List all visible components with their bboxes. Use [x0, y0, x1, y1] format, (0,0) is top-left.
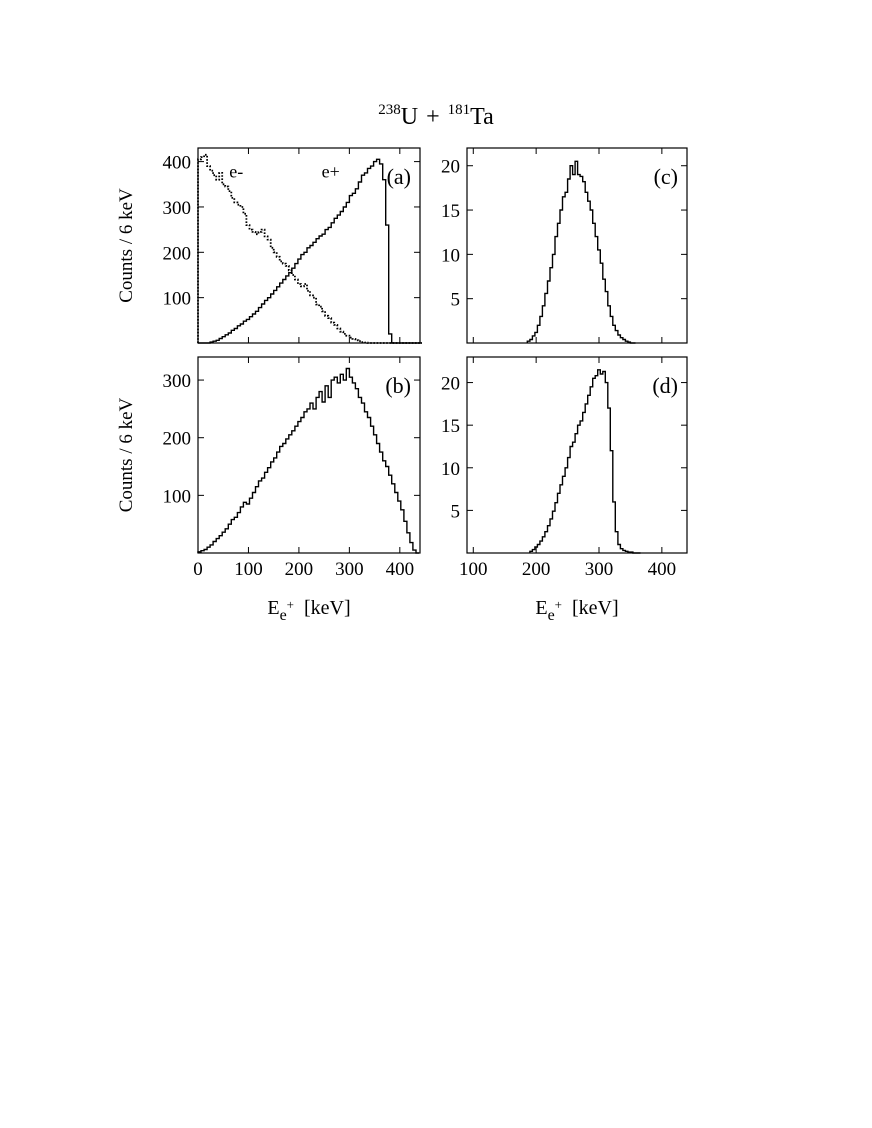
panel-c: 5 10 15 20 (c) [441, 147, 688, 344]
y-axis-label: Counts / 6 keV [116, 397, 137, 512]
x-tick-label: 0 [193, 559, 203, 580]
panel-a: 100 200 300 400 (a) e-e+ Counts / 6 keV [116, 147, 422, 344]
y-tick-label: 300 [163, 371, 192, 392]
series-line-electron [197, 153, 422, 344]
y-tick-label: 200 [163, 243, 192, 264]
x-tick-label: 100 [234, 559, 263, 580]
title-mass-number-1: 238 [378, 102, 401, 118]
y-tick-label: 15 [441, 416, 460, 437]
y-tick-label: 200 [163, 429, 192, 450]
x-tick-label: 400 [648, 559, 677, 580]
x-tick-label: 100 [459, 559, 488, 580]
y-tick-label: 100 [163, 289, 192, 310]
positron-curve-label: e+ [322, 161, 340, 181]
y-tick-label: 20 [441, 374, 460, 395]
title-element-2: Ta [470, 104, 494, 130]
title-plus: + [426, 104, 440, 130]
plot-frame [466, 356, 688, 554]
y-tick-label: 5 [451, 501, 461, 522]
x-tick-label: 300 [585, 559, 614, 580]
panel-label: (d) [652, 373, 678, 398]
title-mass-number-2: 181 [448, 102, 471, 118]
series-line-main [529, 369, 641, 554]
panel-d: 5 10 15 20 100 200 300 400 (d) Ee+ [keV] [441, 356, 688, 624]
y-tick-label: 10 [441, 459, 460, 480]
y-tick-label: 20 [441, 157, 460, 178]
panel-label: (a) [387, 164, 411, 189]
x-tick-label: 400 [386, 559, 415, 580]
plot-frame [466, 147, 688, 344]
title-element-1: U [401, 104, 418, 130]
panel-label: (c) [654, 164, 678, 189]
x-tick-label: 200 [522, 559, 551, 580]
series-line-main [197, 367, 419, 554]
panel-label: (b) [385, 373, 411, 398]
series-line-main [526, 160, 636, 344]
y-tick-label: 100 [163, 486, 192, 507]
figure-title: 238U +181Ta [378, 102, 494, 130]
y-tick-label: 15 [441, 201, 460, 222]
y-tick-label: 5 [451, 290, 461, 311]
x-tick-label: 200 [285, 559, 314, 580]
x-axis-label: Ee+ [keV] [535, 597, 618, 624]
y-tick-label: 400 [163, 153, 192, 174]
plot-frame [197, 356, 421, 554]
series-line-positron [198, 158, 422, 344]
y-tick-label: 300 [163, 198, 192, 219]
panel-b: 100 200 300 0 100 200 300 400 (b) Counts / 6 keV E… [116, 356, 421, 624]
x-tick-label: 300 [335, 559, 364, 580]
x-axis-label: Ee+ [keV] [267, 597, 350, 624]
y-tick-label: 10 [441, 245, 460, 266]
y-axis-label: Counts / 6 keV [116, 188, 137, 303]
electron-curve-label: e- [229, 161, 243, 181]
